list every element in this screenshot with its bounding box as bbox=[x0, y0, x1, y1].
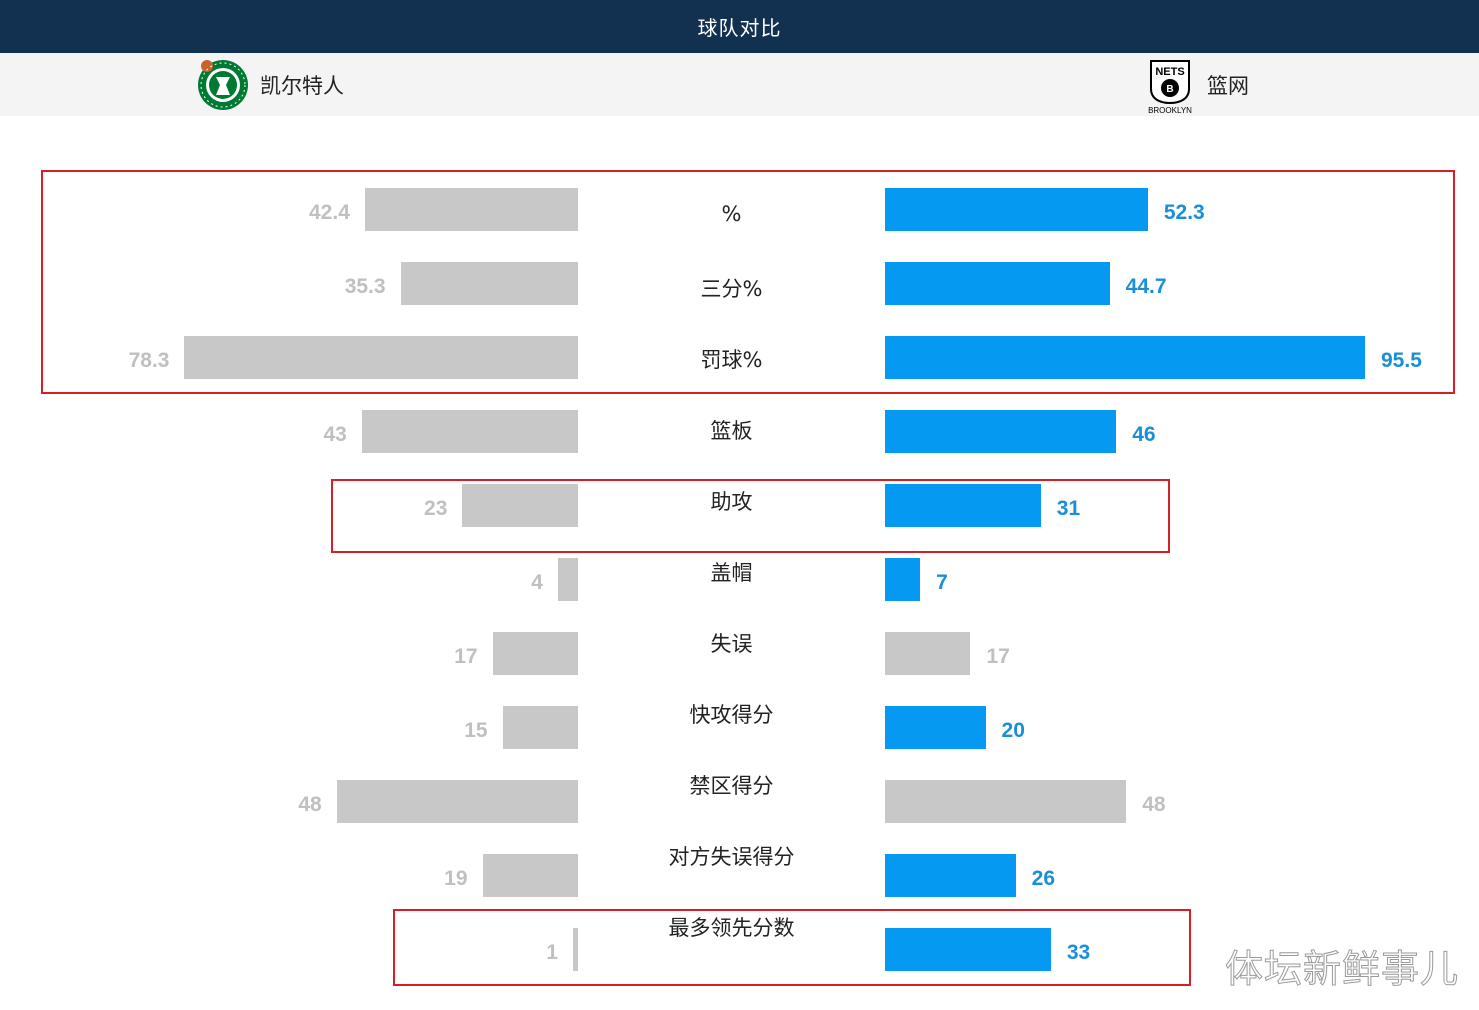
away-bar bbox=[885, 928, 1051, 971]
celtics-logo-icon bbox=[198, 59, 248, 110]
away-value-label: 33 bbox=[1066, 941, 1091, 964]
category-label: 快攻得分 bbox=[689, 703, 774, 727]
category-label: 篮板 bbox=[710, 419, 753, 443]
home-value-label: 19 bbox=[444, 867, 468, 890]
home-bar bbox=[557, 558, 578, 601]
away-value-label: 52.3 bbox=[1163, 201, 1205, 224]
svg-text:BROOKLYN: BROOKLYN bbox=[1148, 106, 1192, 115]
home-bar bbox=[364, 188, 578, 231]
home-value-label: 4 bbox=[531, 571, 543, 594]
home-value-label: 42.4 bbox=[309, 201, 350, 224]
category-label: 对方失误得分 bbox=[668, 845, 795, 869]
nets-logo-icon: NETS B BROOKLYN bbox=[1148, 59, 1192, 115]
home-bar bbox=[572, 928, 578, 971]
away-bar bbox=[885, 188, 1148, 231]
category-label: 最多领先分数 bbox=[668, 916, 795, 940]
header-bar: 球队对比 bbox=[0, 0, 1479, 53]
away-value-label: 95.5 bbox=[1381, 349, 1422, 372]
watermark: 体坛新鲜事儿 bbox=[1224, 947, 1459, 992]
away-value-label: 7 bbox=[936, 571, 948, 594]
highlight-box-max-lead bbox=[393, 909, 1191, 986]
home-team: 凯尔特人 bbox=[196, 53, 344, 116]
away-bar bbox=[885, 706, 986, 749]
home-bar bbox=[336, 780, 578, 823]
category-label: 罚球% bbox=[700, 348, 763, 372]
home-value-label: 35.3 bbox=[344, 275, 386, 298]
home-team-name: 凯尔特人 bbox=[260, 73, 344, 98]
home-value-label: 1 bbox=[546, 941, 558, 964]
highlight-box-assists bbox=[331, 479, 1170, 553]
svg-text:B: B bbox=[1166, 84, 1173, 95]
away-value-label: 44.7 bbox=[1125, 275, 1167, 298]
away-bar bbox=[885, 336, 1365, 379]
away-value-label: 17 bbox=[986, 645, 1010, 668]
category-label: 三分% bbox=[700, 277, 763, 301]
away-value-label: 46 bbox=[1132, 423, 1156, 446]
home-value-label: 23 bbox=[424, 497, 448, 520]
home-value-label: 17 bbox=[454, 645, 478, 668]
home-bar bbox=[184, 336, 578, 379]
home-bar bbox=[492, 632, 578, 675]
highlight-box-shooting bbox=[41, 170, 1455, 394]
away-value-label: 31 bbox=[1056, 497, 1081, 520]
team-bar: 凯尔特人 NETS B BROOKLYN 篮网 bbox=[0, 53, 1479, 116]
away-bar bbox=[885, 854, 1016, 897]
category-label: 助攻 bbox=[710, 490, 753, 514]
category-label: 禁区得分 bbox=[689, 774, 774, 798]
home-value-label: 15 bbox=[464, 719, 488, 742]
home-bar bbox=[400, 262, 578, 305]
home-bar bbox=[462, 484, 578, 527]
home-bar bbox=[482, 854, 578, 897]
away-team-name: 篮网 bbox=[1207, 73, 1249, 98]
home-value-label: 48 bbox=[298, 793, 322, 816]
away-value-label: 48 bbox=[1142, 793, 1166, 816]
away-value-label: 20 bbox=[1001, 719, 1025, 742]
away-bar bbox=[885, 484, 1041, 527]
home-bar bbox=[361, 410, 578, 453]
away-value-label: 26 bbox=[1031, 867, 1056, 890]
category-label: 盖帽 bbox=[710, 561, 753, 585]
away-team: NETS B BROOKLYN 篮网 bbox=[1143, 53, 1249, 116]
svg-text:NETS: NETS bbox=[1155, 66, 1184, 78]
home-bar bbox=[502, 706, 578, 749]
away-bar bbox=[885, 632, 971, 675]
category-label: % bbox=[721, 202, 742, 226]
home-value-label: 43 bbox=[323, 423, 347, 446]
page-title: 球队对比 bbox=[697, 16, 782, 40]
home-value-label: 78.3 bbox=[128, 349, 170, 372]
away-bar bbox=[885, 410, 1117, 453]
away-bar bbox=[885, 780, 1127, 823]
away-bar bbox=[885, 262, 1110, 305]
category-label: 失误 bbox=[710, 632, 753, 656]
away-bar bbox=[885, 558, 921, 601]
